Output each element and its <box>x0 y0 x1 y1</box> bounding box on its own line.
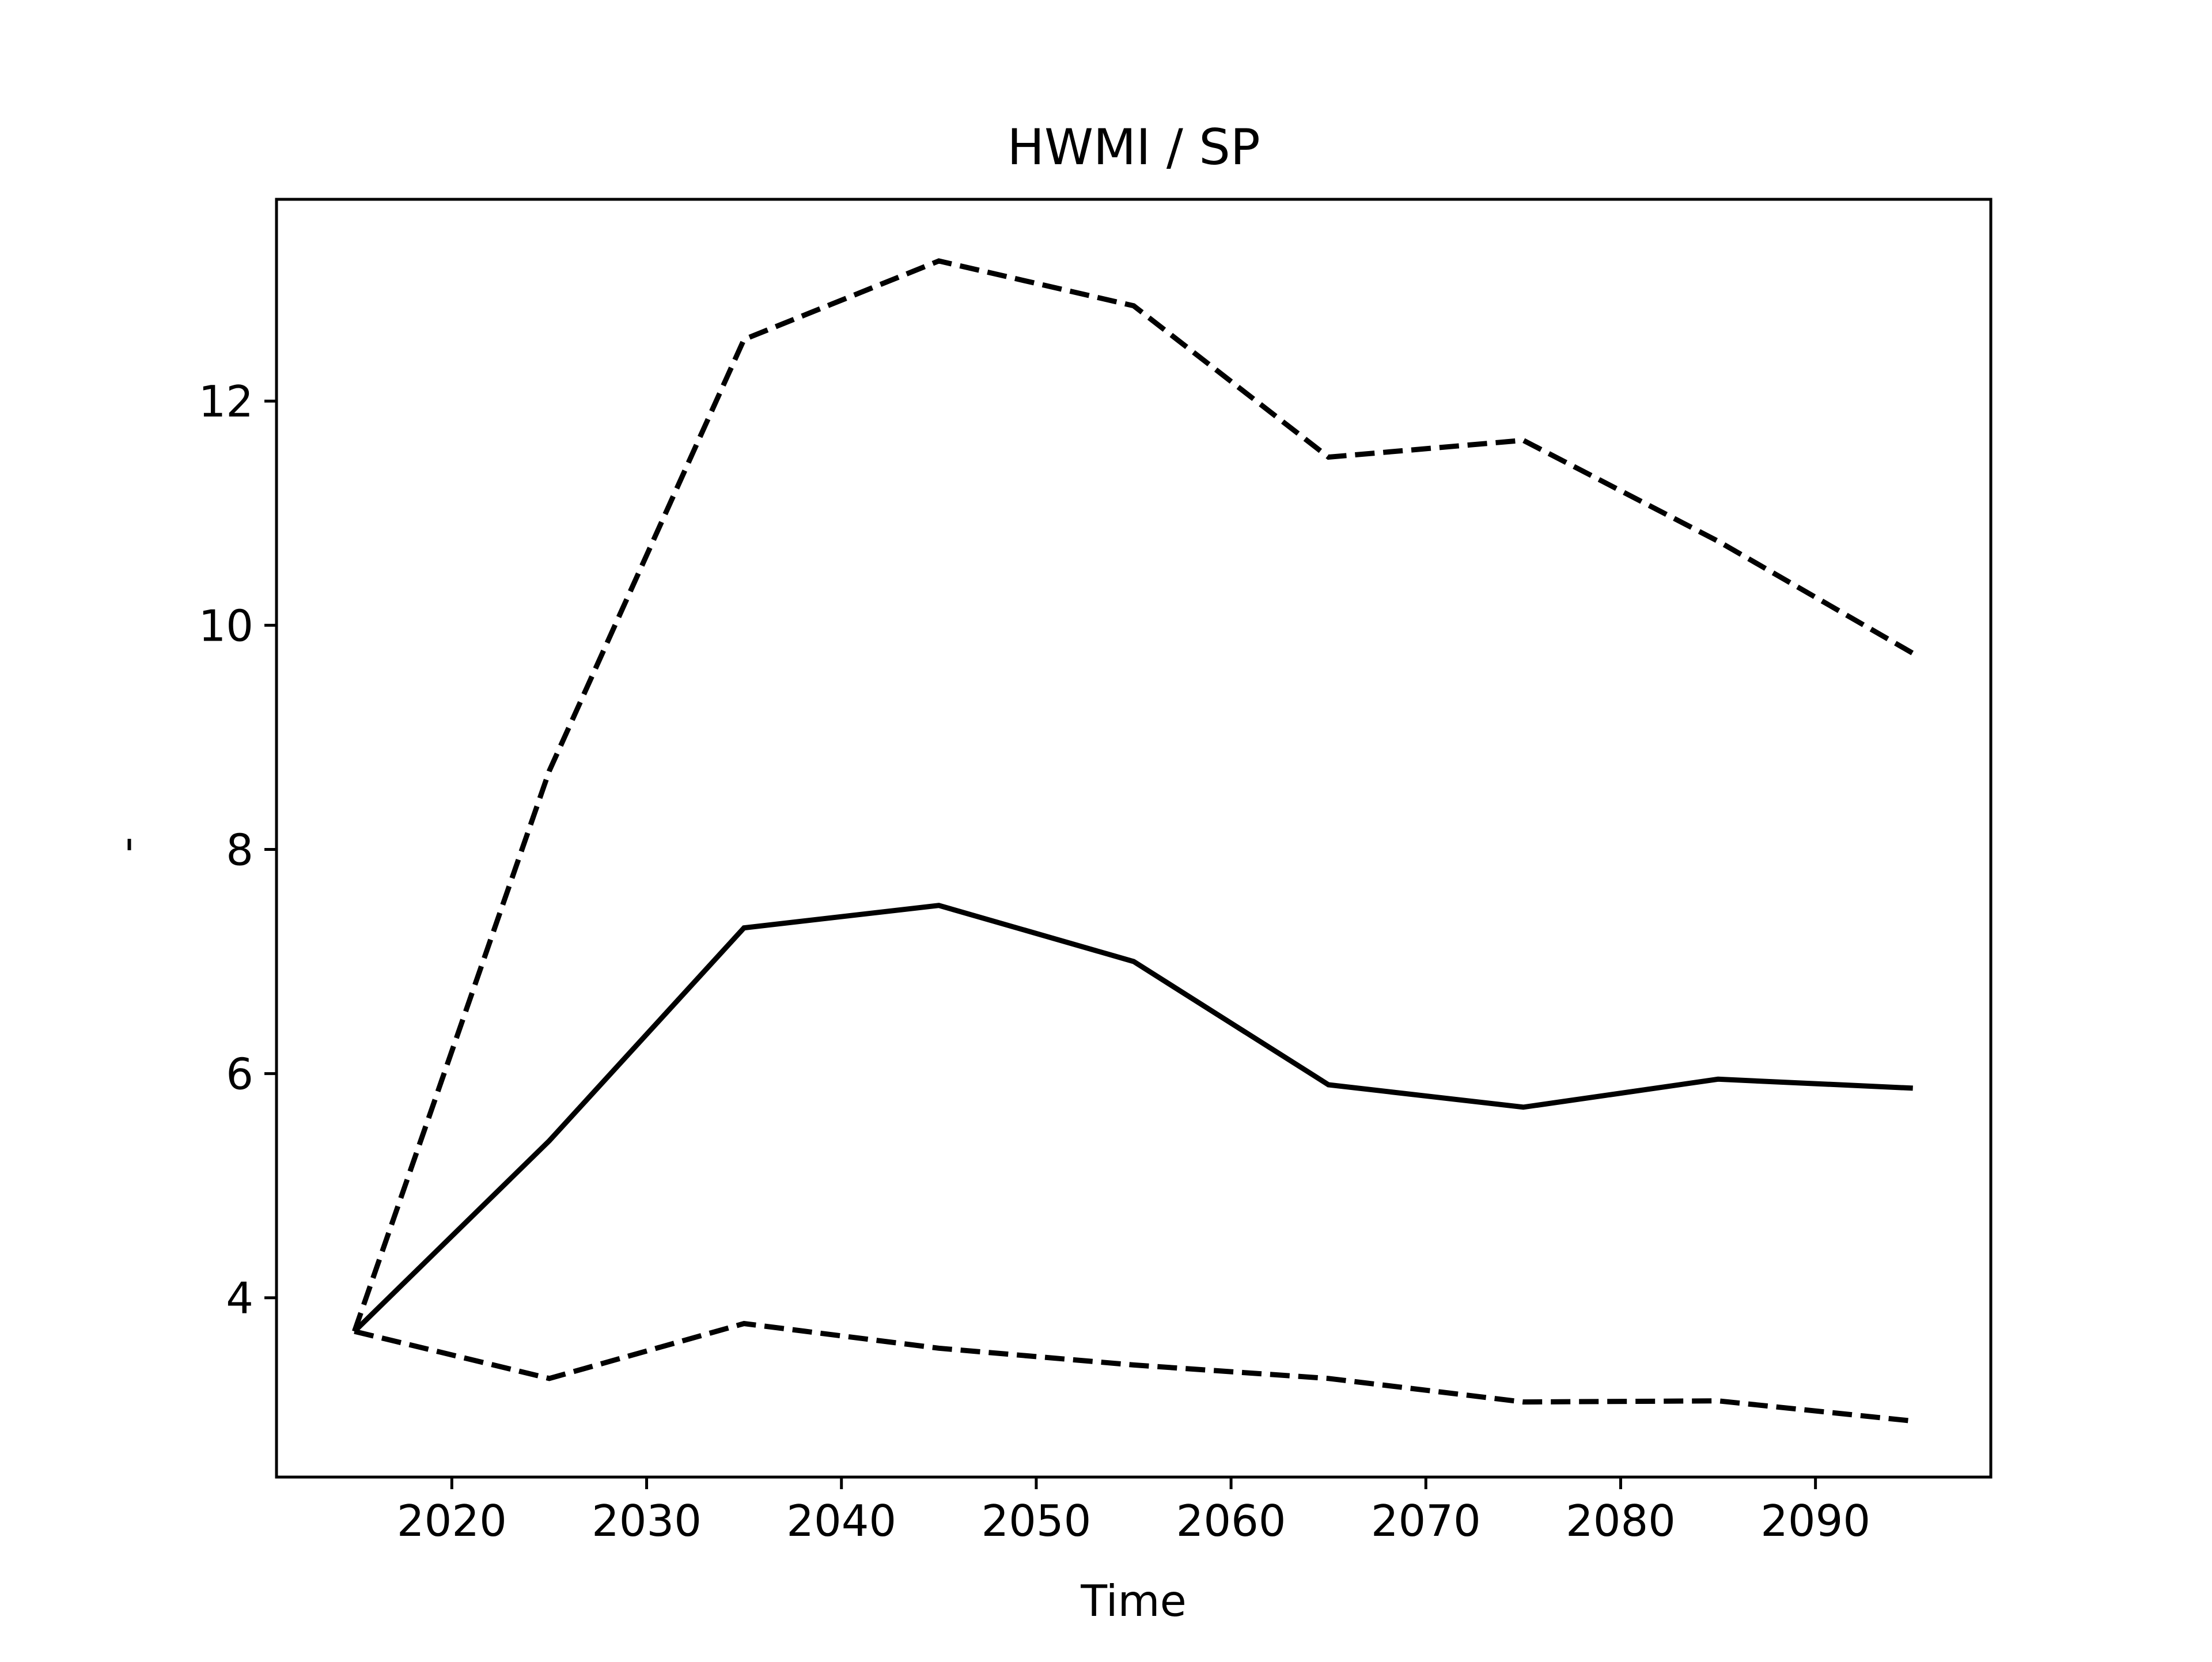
dashed-series-line-0 <box>352 258 1914 1332</box>
x-tick-label: 2030 <box>592 1496 702 1546</box>
x-tick-label: 2080 <box>1566 1496 1676 1546</box>
x-tick-label: 2070 <box>1371 1496 1481 1546</box>
solid-series-line-1 <box>353 903 1913 1334</box>
plot-frame <box>275 198 1993 1479</box>
x-tick-label: 2020 <box>397 1496 507 1546</box>
plot-area <box>352 258 1914 1424</box>
y-axis-label: - <box>101 836 151 852</box>
chart-title: HWMI / SP <box>1007 119 1260 176</box>
x-tick-label: 2050 <box>981 1496 1091 1546</box>
x-tick-label: 2060 <box>1176 1496 1286 1546</box>
x-tick-label: 2040 <box>786 1496 896 1546</box>
y-tick-label: 10 <box>199 600 253 651</box>
y-tick-label: 8 <box>226 824 253 875</box>
y-tick-label: 12 <box>199 376 253 427</box>
axes: 2020 2030 2040 2050 2060 2070 2080 2090 4 6 8 10 12 <box>199 376 1871 1546</box>
dashed-series-line-2 <box>354 1320 1914 1424</box>
y-tick-label: 4 <box>226 1273 253 1324</box>
x-tick-label: 2090 <box>1760 1496 1870 1546</box>
x-axis-label: Time <box>1080 1576 1187 1626</box>
y-tick-label: 6 <box>226 1049 253 1100</box>
